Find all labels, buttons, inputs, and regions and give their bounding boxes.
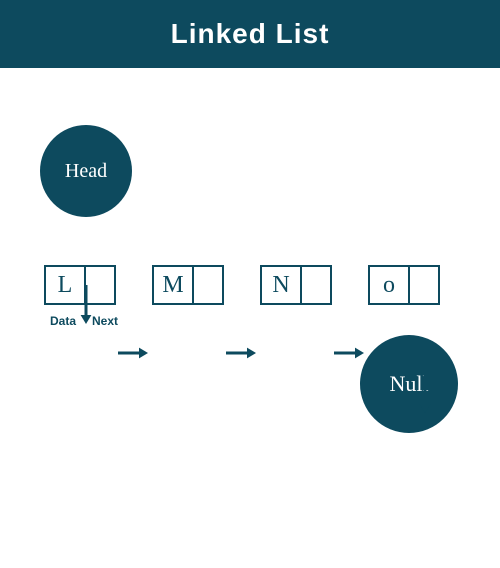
arrow-last-to-null xyxy=(420,375,431,413)
arrows-layer xyxy=(0,68,500,568)
arrow-head-to-first xyxy=(81,285,92,324)
title-text: Linked List xyxy=(171,18,330,49)
arrow-m-to-n xyxy=(226,348,256,359)
page-title: Linked List xyxy=(0,0,500,68)
arrow-n-to-o xyxy=(334,348,364,359)
arrow-l-to-m xyxy=(118,348,148,359)
